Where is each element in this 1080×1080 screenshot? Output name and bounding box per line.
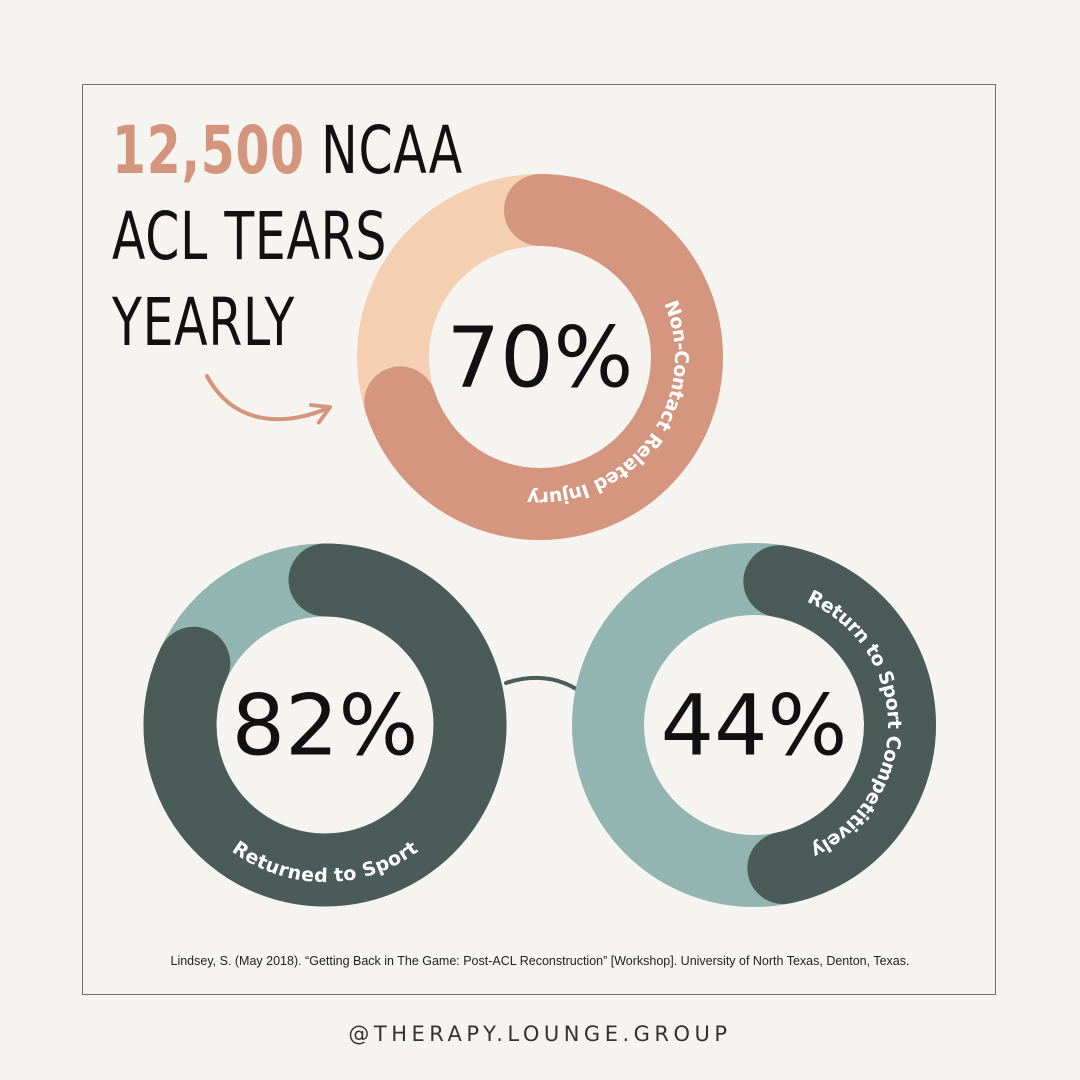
donut-chart-competitive: Return to Sport Competitively 44%: [572, 543, 936, 907]
headline-line-1: 12,500 NCAA: [112, 108, 463, 194]
donut-value-arc: [364, 174, 723, 540]
donut-center-value: 44%: [661, 676, 848, 774]
donut-value-arc: [143, 543, 507, 907]
arrow-to-70-chart: [205, 374, 333, 425]
content-frame: [82, 84, 996, 995]
donut-center-value: 70%: [447, 308, 634, 406]
donut-chart-non-contact: Non-Contact Related Injury 70%: [357, 174, 723, 540]
headline-line-3: YEARLY: [112, 284, 296, 361]
donut-value-arc: [743, 545, 936, 905]
social-handle: @THERAPY.LOUNGE.GROUP: [348, 1022, 732, 1046]
headline: 12,500 NCAA ACL TEARS YEARLY: [112, 108, 463, 366]
donut-center-value: 82%: [232, 676, 419, 774]
donut-chart-returned: Returned to Sport 82%: [143, 543, 507, 907]
headline-ncaa: NCAA: [321, 112, 463, 189]
source-citation: Lindsey, S. (May 2018). “Getting Back in…: [170, 954, 910, 968]
headline-number: 12,500: [112, 112, 305, 189]
headline-line-2: ACL TEARS: [112, 198, 388, 275]
